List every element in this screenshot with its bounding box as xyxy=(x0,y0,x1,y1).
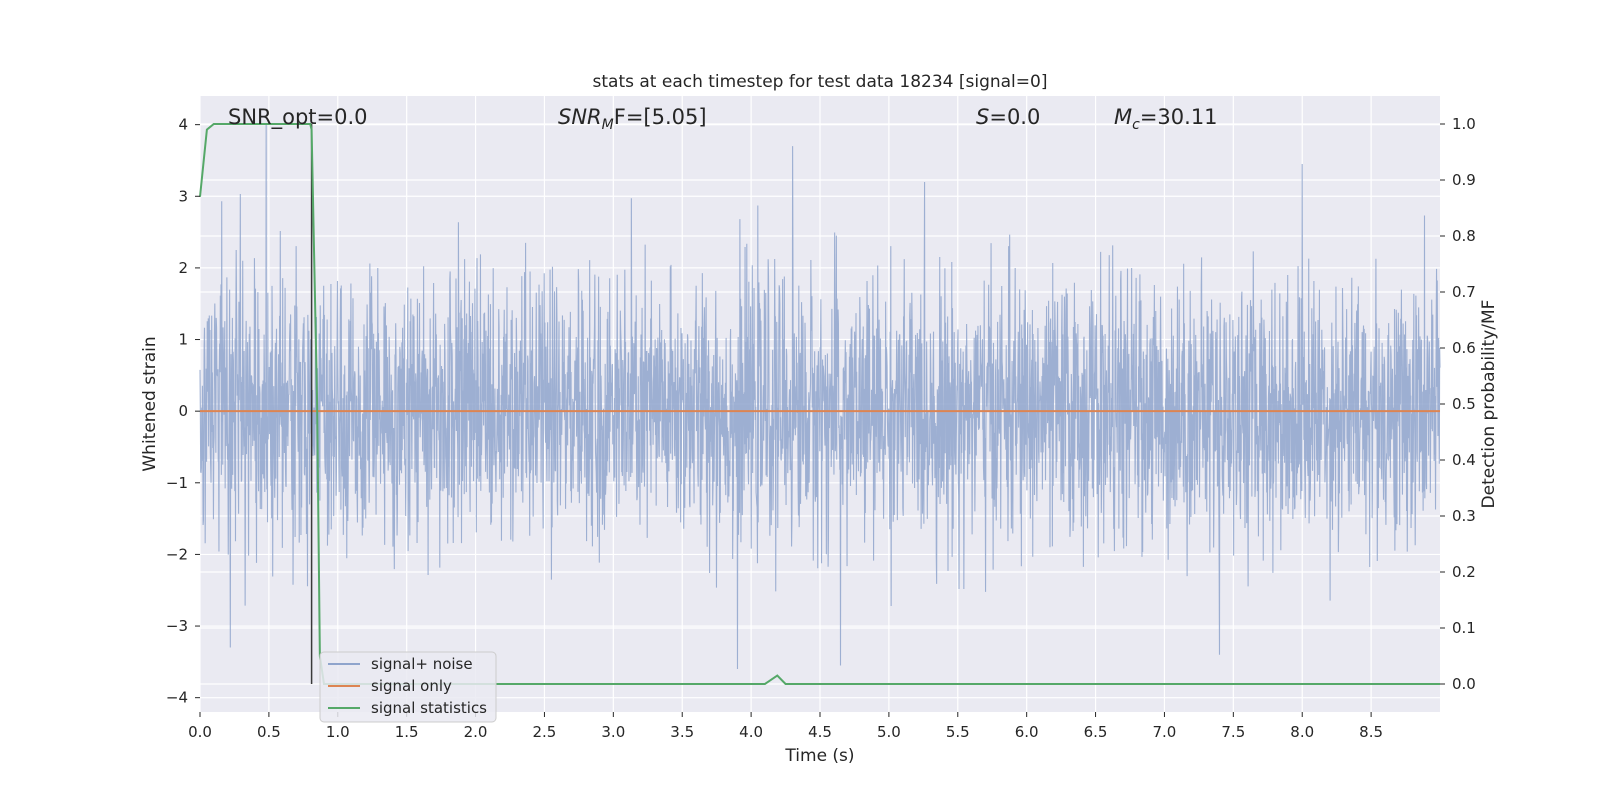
x-tick-label: 5.5 xyxy=(946,723,970,741)
chart-title: stats at each timestep for test data 182… xyxy=(593,72,1048,92)
y-tick-label: 2 xyxy=(178,259,188,277)
y-tick-label: −2 xyxy=(166,545,188,563)
y2-tick-label: 1.0 xyxy=(1452,115,1476,133)
legend: signal+ noise signal only signal statist… xyxy=(319,651,497,723)
y-axis-label: Whitened strain xyxy=(140,336,160,471)
y-tick-label: 3 xyxy=(178,187,188,205)
annotation-mc-sub: c xyxy=(1132,117,1140,133)
legend-box xyxy=(319,651,497,723)
y-tick-label: 0 xyxy=(178,402,188,420)
x-tick-label: 1.0 xyxy=(326,723,350,741)
x-tick-label: 7.0 xyxy=(1153,723,1177,741)
x-tick-label: 3.5 xyxy=(670,723,694,741)
y2-tick-label: 0.9 xyxy=(1452,171,1476,189)
x-tick-label: 8.5 xyxy=(1359,723,1383,741)
y-tick-label: 4 xyxy=(178,116,188,134)
legend-label-signal-only: signal only xyxy=(371,677,452,695)
legend-label-signal-plus-noise: signal+ noise xyxy=(371,655,473,673)
y-tick-label: 1 xyxy=(178,331,188,349)
y2-tick-label: 0.4 xyxy=(1452,451,1476,469)
y2-tick-label: 0.0 xyxy=(1452,675,1476,693)
annotation-snr-mf-rest: F=[5.05] xyxy=(614,105,707,129)
signal-plus-noise-line xyxy=(199,124,1441,670)
x-axis-label: Time (s) xyxy=(784,746,854,766)
x-tick-label: 7.5 xyxy=(1221,723,1245,741)
x-tick-label: 0.5 xyxy=(257,723,281,741)
y2-ticks: 1.0 0.9 0.8 0.7 0.6 0.5 0.4 0.3 0.2 0.1 0.0 xyxy=(1440,115,1476,693)
annotation-snr-mf-name: SNR xyxy=(558,105,602,129)
y-tick-label: −1 xyxy=(166,474,188,492)
x-ticks: 0.0 0.5 1.0 1.5 2.0 2.5 3.0 3.5 4.0 4.5 5.0 5.5 6.0 6… xyxy=(188,712,1383,741)
annotation-s-rest: =0.0 xyxy=(989,105,1040,129)
x-tick-label: 1.5 xyxy=(395,723,419,741)
x-tick-label: 2.0 xyxy=(464,723,488,741)
y2-tick-label: 0.6 xyxy=(1452,339,1476,357)
series-signal-plus-noise xyxy=(199,124,1441,670)
x-tick-label: 0.0 xyxy=(188,723,212,741)
annotation-mc-rest: =30.11 xyxy=(1140,105,1218,129)
y-tick-label: −4 xyxy=(166,689,188,707)
x-tick-label: 3.0 xyxy=(601,723,625,741)
x-tick-label: 4.0 xyxy=(739,723,763,741)
annotation-snr-mf: SNRMF=[5.05] xyxy=(558,105,707,133)
x-tick-label: 2.5 xyxy=(533,723,557,741)
x-tick-label: 4.5 xyxy=(808,723,832,741)
y2-tick-label: 0.3 xyxy=(1452,507,1476,525)
x-tick-label: 5.0 xyxy=(877,723,901,741)
y-ticks: 4 3 2 1 0 −1 −2 −3 −4 xyxy=(166,116,200,707)
annotation-snr-opt: SNR_opt=0.0 xyxy=(228,105,368,130)
annotation-s-name: S xyxy=(976,105,989,129)
y-tick-label: −3 xyxy=(166,617,188,635)
annotation-snr-mf-sub: M xyxy=(602,117,614,133)
y2-tick-label: 0.2 xyxy=(1452,563,1476,581)
x-tick-label: 8.0 xyxy=(1290,723,1314,741)
annotation-mc: Mc=30.11 xyxy=(1114,105,1218,133)
annotation-mc-name: M xyxy=(1114,105,1132,129)
x-tick-label: 6.0 xyxy=(1015,723,1039,741)
annotation-s: S=0.0 xyxy=(976,105,1040,129)
y2-tick-label: 0.1 xyxy=(1452,619,1476,637)
y2-tick-label: 0.5 xyxy=(1452,395,1476,413)
legend-label-signal-statistics: signal statistics xyxy=(371,699,487,717)
y2-axis-label: Detection probability/MF xyxy=(1479,300,1499,509)
x-tick-label: 6.5 xyxy=(1084,723,1108,741)
y2-tick-label: 0.8 xyxy=(1452,227,1476,245)
y2-tick-label: 0.7 xyxy=(1452,283,1476,301)
